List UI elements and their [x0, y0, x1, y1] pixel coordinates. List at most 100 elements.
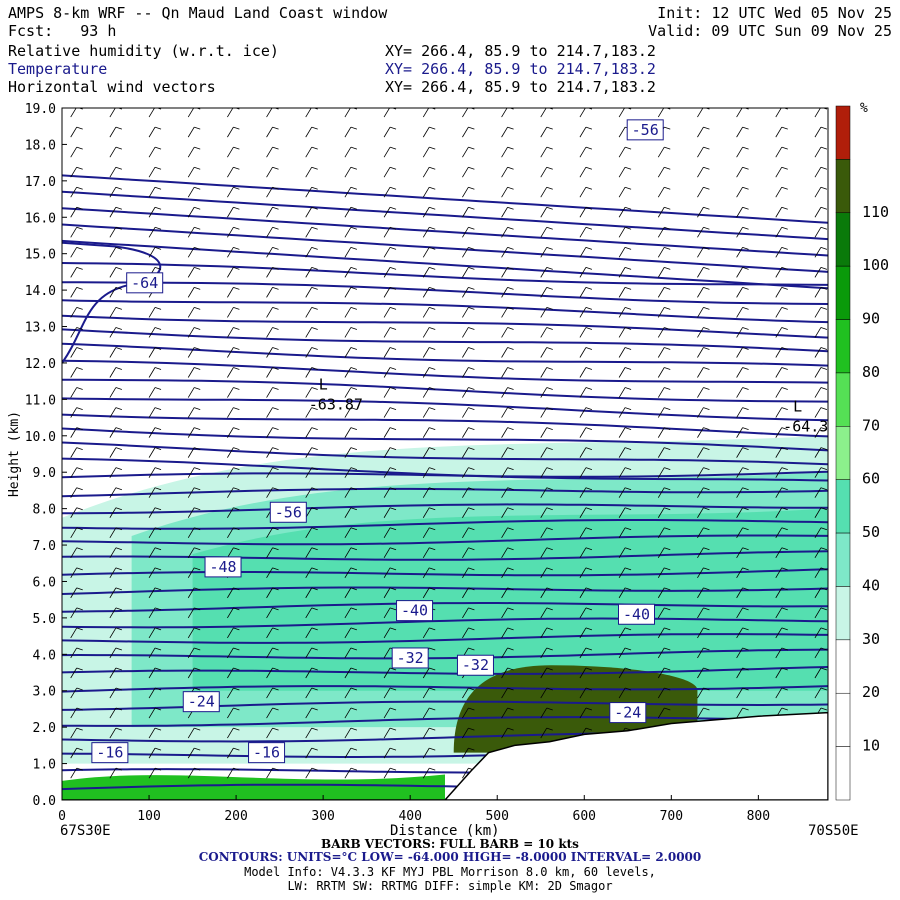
wind-barb-shaft [422, 567, 430, 579]
wind-barb-shaft [344, 747, 352, 759]
wind-barb-shaft [305, 367, 313, 378]
wind-barb-flag [468, 347, 475, 350]
wind-barb [736, 567, 749, 579]
wind-barb-flag [233, 587, 240, 591]
wind-barb [814, 487, 828, 498]
wind-barb [266, 447, 279, 458]
wind-barb [187, 407, 201, 418]
wind-barb-flag [781, 126, 788, 130]
wind-barb-shaft [148, 407, 156, 418]
wind-barb [266, 307, 279, 318]
wind-barb-shaft [305, 407, 313, 418]
wind-barb-shaft [775, 627, 783, 639]
wind-barb-shaft [70, 146, 78, 158]
wind-barb-flag [429, 647, 436, 651]
wind-barb-flag [350, 246, 358, 250]
wind-barb-flag [154, 587, 162, 591]
wind-barb-shaft [266, 727, 273, 739]
wind-barb-shaft [344, 108, 351, 118]
wind-barb [383, 587, 397, 599]
wind-barb [266, 186, 279, 198]
wind-barb-shaft [148, 447, 156, 458]
wind-barb-shaft [462, 747, 469, 759]
wind-barb-flag [115, 226, 123, 230]
wind-barb [775, 687, 788, 699]
wind-barb [383, 186, 397, 198]
wind-barb-flag [429, 146, 436, 150]
wind-barb [148, 407, 162, 418]
wind-barb [618, 347, 632, 358]
wind-barb [422, 587, 436, 599]
wind-barb [657, 587, 671, 599]
wind-barb [266, 226, 279, 238]
wind-barb-flag [664, 547, 671, 551]
wind-barb-shaft [148, 347, 156, 358]
wind-barb-shaft [736, 187, 743, 198]
left-coord: 67S30E [60, 823, 111, 839]
wind-barb-flag [585, 447, 593, 451]
wind-barb-shaft [775, 267, 783, 278]
y-tick-label: 4.0 [33, 648, 56, 663]
wind-barb-flag [703, 407, 710, 410]
wind-barb-shaft [383, 627, 391, 639]
wind-barb-flag [585, 507, 593, 511]
wind-barb-flag [272, 226, 279, 230]
wind-barb-shaft [109, 447, 117, 458]
wind-barb [775, 547, 788, 559]
wind-barb-flag [507, 447, 514, 451]
wind-barb-flag [507, 667, 514, 671]
wind-barb [227, 767, 240, 779]
wind-barb-shaft [422, 667, 430, 679]
x-tick-label: 500 [485, 809, 508, 824]
wind-barb [736, 307, 749, 318]
wind-barb-flag [703, 327, 710, 330]
wind-barb [422, 108, 436, 118]
wind-barb-shaft [305, 547, 313, 559]
wind-barb-shaft [187, 407, 195, 418]
wind-barb-shaft [540, 487, 548, 498]
wind-barb-flag [429, 767, 436, 771]
wind-barb [736, 707, 749, 719]
wind-barb-flag [585, 647, 593, 651]
wind-barb-shaft [657, 507, 665, 518]
wind-barb-flag [233, 747, 240, 751]
wind-barb-flag [468, 146, 475, 150]
wind-barb [148, 387, 162, 398]
wind-barb-flag [389, 206, 397, 210]
wind-barb-shaft [148, 767, 156, 779]
wind-barb [697, 447, 710, 458]
wind-barb [109, 287, 123, 298]
wind-barb-flag [468, 387, 475, 390]
wind-barb [736, 126, 749, 138]
wind-barb-flag [624, 547, 632, 551]
wind-barb [814, 108, 828, 118]
wind-barb-flag [311, 307, 318, 310]
wind-barb-shaft [736, 287, 743, 298]
wind-barb-flag [272, 186, 279, 190]
wind-barb-flag [664, 607, 671, 611]
wind-barb [736, 647, 749, 659]
wind-barb [187, 287, 201, 298]
wind-barb [775, 567, 788, 579]
wind-barb [657, 707, 671, 719]
wind-barb-shaft [697, 687, 704, 699]
wind-barb-shaft [148, 367, 156, 378]
wind-barb-flag [664, 126, 671, 130]
wind-barb-shaft [344, 447, 352, 458]
wind-barb-flag [154, 387, 162, 390]
colorbar-segment [835, 479, 851, 534]
colorbar-tick-label: 70 [862, 416, 880, 434]
wind-barb [70, 246, 83, 258]
temp-contour [62, 378, 828, 403]
wind-barb-flag [546, 707, 553, 711]
wind-barb [383, 527, 397, 538]
wind-barb-flag [350, 747, 358, 751]
wind-barb-flag [703, 206, 710, 210]
wind-barb-shaft [148, 207, 156, 218]
wind-barb [697, 627, 710, 639]
wind-barb-flag [703, 667, 710, 671]
wind-barb-flag [233, 547, 240, 551]
wind-barb-shaft [227, 467, 234, 478]
wind-barb-shaft [501, 647, 508, 659]
y-tick-label: 0.0 [33, 794, 56, 809]
